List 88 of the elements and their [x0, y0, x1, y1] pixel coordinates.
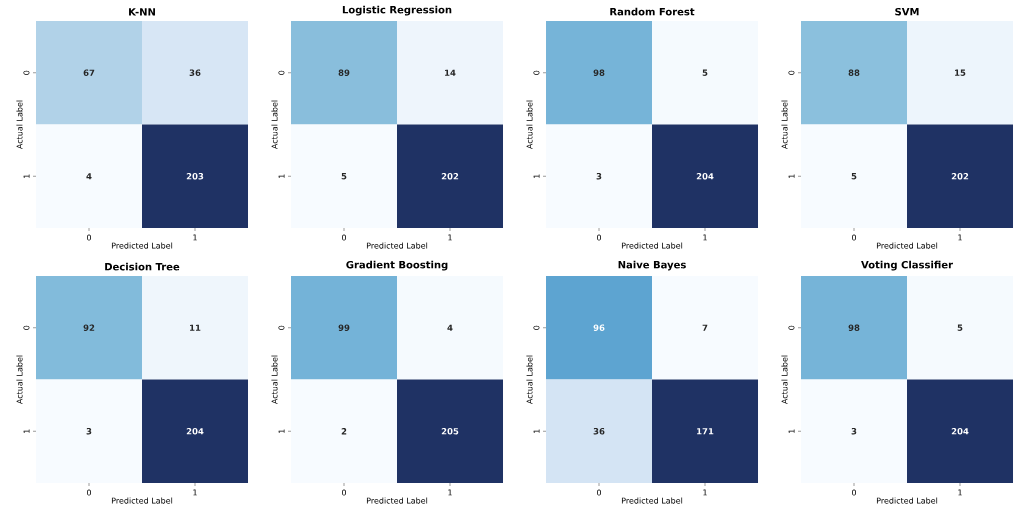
y-tick-label: 0: [23, 70, 30, 75]
data-label: 7: [702, 324, 708, 331]
data-label: 67: [83, 69, 95, 76]
data-label: 5: [341, 173, 347, 180]
y-tick-label: 1: [788, 429, 795, 433]
data-label: 99: [338, 324, 350, 331]
data-label: 203: [186, 173, 204, 180]
data-label: 2: [341, 428, 347, 435]
x-axis-title: Predicted Label: [876, 497, 938, 504]
x-axis-title: Predicted Label: [366, 242, 428, 249]
x-axis-title: Predicted Label: [621, 497, 683, 504]
x-tick-label: 0: [341, 489, 347, 496]
y-tick-label: 1: [23, 429, 30, 433]
data-label: 98: [848, 324, 860, 331]
x-tick-label: 0: [86, 234, 92, 241]
chart-title: Decision Tree: [105, 262, 180, 271]
data-label: 15: [955, 69, 966, 76]
y-tick-label: 1: [23, 174, 30, 178]
data-label: 3: [86, 428, 92, 435]
data-label: 98: [593, 69, 605, 76]
y-tick-label: 1: [533, 429, 540, 433]
x-axis-title: Predicted Label: [111, 242, 173, 249]
data-label: 11: [190, 324, 201, 331]
x-tick-label: 0: [341, 234, 347, 241]
data-label: 36: [189, 69, 201, 76]
y-tick-label: 0: [788, 70, 795, 75]
chart-title: Naive Bayes: [618, 260, 686, 271]
y-tick-label: 0: [533, 325, 540, 330]
y-tick-label: 1: [788, 174, 795, 178]
data-label: 204: [696, 173, 714, 180]
data-label: 92: [83, 324, 95, 331]
y-tick-label: 0: [788, 325, 795, 330]
y-axis-title: Actual Label: [271, 100, 278, 150]
x-tick-label: 1: [193, 234, 197, 241]
y-axis-title: Actual Label: [271, 355, 278, 405]
data-label: 5: [957, 324, 963, 331]
chart-title: Voting Classifier: [861, 260, 953, 271]
data-label: 202: [441, 173, 459, 180]
data-label: 88: [848, 69, 860, 76]
data-label: 89: [338, 69, 350, 76]
y-axis-title: Actual Label: [781, 100, 788, 150]
chart-title: SVM: [895, 7, 919, 16]
data-label: 202: [951, 173, 969, 180]
y-axis-title: Actual Label: [16, 100, 23, 150]
y-tick-label: 0: [23, 325, 30, 330]
y-tick-label: 1: [533, 174, 540, 178]
y-axis-title: Actual Label: [16, 355, 23, 405]
x-tick-label: 0: [597, 234, 602, 241]
x-tick-label: 1: [448, 489, 452, 496]
x-tick-label: 1: [448, 234, 452, 241]
x-tick-label: 0: [597, 489, 602, 496]
x-tick-label: 1: [703, 234, 707, 241]
x-axis-title: Predicted Label: [876, 242, 938, 249]
x-axis-title: Predicted Label: [366, 497, 428, 504]
chart-title: Random Forest: [610, 7, 695, 16]
data-label: 204: [186, 428, 204, 435]
y-axis-title: Actual Label: [526, 355, 533, 405]
data-label: 36: [593, 428, 605, 435]
chart-title: Gradient Boosting: [346, 260, 448, 271]
data-label: 205: [441, 428, 459, 435]
data-label: 4: [447, 324, 453, 331]
x-axis-title: Predicted Label: [621, 242, 683, 249]
data-label: 204: [951, 428, 969, 435]
chart-title: Logistic Regression: [342, 5, 452, 16]
x-tick-label: 0: [852, 234, 857, 241]
y-tick-label: 1: [278, 174, 285, 178]
data-label: 14: [445, 69, 456, 76]
x-tick-label: 0: [86, 489, 92, 496]
data-label: 171: [697, 428, 714, 435]
x-tick-label: 1: [193, 489, 197, 496]
y-axis-title: Actual Label: [781, 355, 788, 405]
x-axis-title: Predicted Label: [111, 497, 173, 504]
chart-title: K-NN: [129, 8, 155, 16]
data-label: 3: [851, 428, 857, 435]
data-label: 5: [851, 173, 857, 180]
x-tick-label: 1: [703, 489, 707, 496]
data-label: 4: [86, 173, 92, 180]
data-label: 96: [593, 324, 605, 331]
y-axis-title: Actual Label: [526, 100, 533, 150]
x-tick-label: 1: [958, 489, 962, 496]
y-tick-label: 0: [278, 70, 285, 75]
y-tick-label: 0: [278, 325, 285, 330]
y-tick-label: 0: [533, 70, 540, 75]
y-tick-label: 1: [278, 429, 285, 433]
x-tick-label: 1: [958, 234, 962, 241]
data-label: 3: [596, 173, 602, 180]
x-tick-label: 0: [852, 489, 857, 496]
data-label: 5: [702, 69, 708, 76]
